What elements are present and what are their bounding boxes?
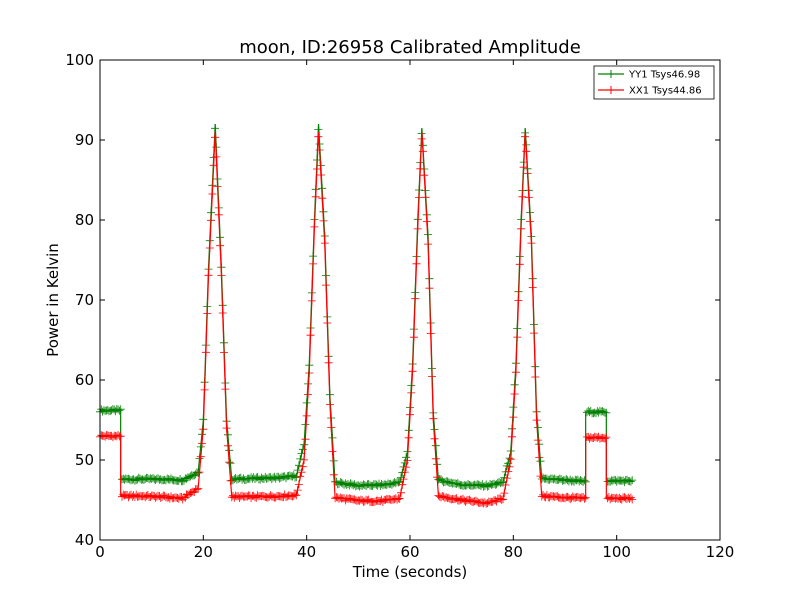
y-tick-label: 70 (75, 291, 94, 309)
axis-ticks: 0 20 40 60 80 100 120 40 50 60 70 80 90 100 (65, 51, 734, 561)
x-tick-label: 40 (297, 543, 316, 561)
legend-label-yy1: YY1 Tsys46.98 (628, 70, 700, 81)
legend-marker-xx1 (607, 86, 615, 94)
x-tick-label: 20 (194, 543, 213, 561)
legend-box (593, 65, 715, 100)
y-tick-label: 80 (75, 211, 94, 229)
x-tick-label: 80 (504, 543, 523, 561)
y-axis-title: Power in Kelvin (44, 243, 62, 357)
series-1 (96, 131, 637, 508)
legend-label-xx1: XX1 Tsys44.86 (629, 86, 702, 97)
legend-marker-yy1 (607, 70, 615, 78)
y-tick-label: 50 (75, 451, 94, 469)
y-tick-label: 60 (75, 371, 94, 389)
y-tick-label: 40 (75, 531, 94, 549)
y-tick-label: 90 (75, 131, 94, 149)
x-tick-label: 100 (602, 543, 631, 561)
y-tick-label: 100 (65, 51, 94, 69)
x-axis-title: Time (seconds) (352, 563, 468, 581)
plot-area (96, 123, 637, 508)
legend: YY1 Tsys46.98 XX1 Tsys44.86 (593, 65, 715, 100)
x-tick-label: 120 (706, 543, 735, 561)
chart-title: moon, ID:26958 Calibrated Amplitude (239, 37, 581, 58)
x-tick-label: 0 (95, 543, 105, 561)
x-tick-label: 60 (400, 543, 419, 561)
